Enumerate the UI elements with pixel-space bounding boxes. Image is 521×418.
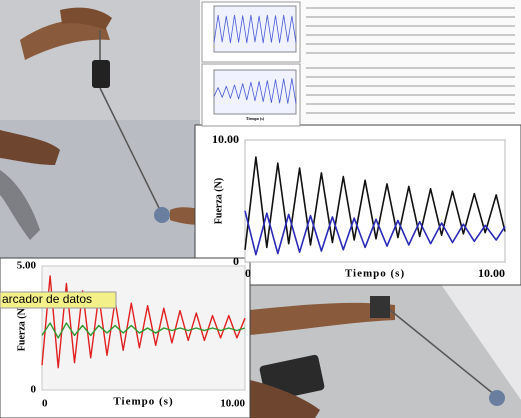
x-tick-label: 10.00: [220, 398, 245, 410]
data-line: [41, 322, 246, 339]
x-tick-label: 10.00: [478, 266, 505, 280]
plot-area: [244, 139, 506, 263]
x-tick-label: 0: [245, 266, 251, 280]
data-line: [244, 210, 506, 256]
data-line: [213, 78, 297, 104]
x-axis-label: Tiempo (s): [246, 116, 265, 121]
y-tick-label: 5.00: [17, 260, 37, 272]
y-tick-label: 0: [31, 384, 37, 396]
y-tick-label: 10.00: [212, 132, 239, 146]
plot-area: [213, 69, 297, 115]
annotation-box: [0, 291, 117, 309]
plot-area: [213, 5, 297, 53]
photo-bottom-right: [250, 283, 521, 418]
data-line: [41, 275, 246, 369]
annotation: arcador de datos: [2, 292, 92, 306]
x-tick-label: 0: [42, 398, 48, 410]
y-axis-label: Fuerza (N): [213, 178, 224, 224]
data-line: [244, 156, 506, 250]
y-axis-label: Fuerza (N): [16, 305, 27, 351]
x-axis-label: Tiempo (s): [113, 396, 173, 408]
y-tick-label: 0: [233, 254, 239, 268]
x-axis-label: Tiempo (s): [345, 268, 405, 280]
data-line: [213, 14, 297, 44]
photo-top-left: [0, 0, 202, 258]
